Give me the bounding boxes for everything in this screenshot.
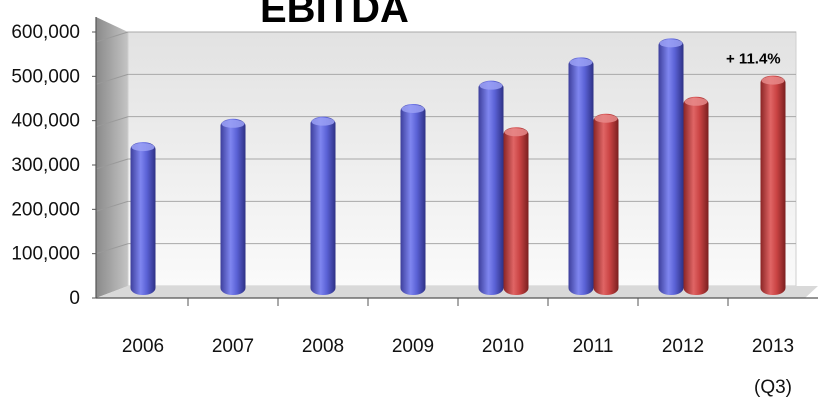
bar-series-2-2012 [683,96,709,296]
side-wall [96,17,128,298]
y-tick-label: 400,000 [11,111,80,132]
x-tick-sublabel: (Q3) [754,377,792,398]
growth-annotation: + 11.4% [726,51,781,68]
bar-series-1-2007 [220,118,246,296]
x-tick-label: 2012 [662,336,704,357]
x-tick-label: 2013 [752,336,794,357]
y-tick-label: 0 [69,288,80,309]
y-tick-label: 300,000 [11,155,80,176]
y-tick-label: 100,000 [11,244,80,265]
bar-series-1-2009 [400,103,426,295]
bar-series-1-2011 [568,57,594,296]
y-tick-label: 200,000 [11,199,80,220]
bar-series-1-2012 [658,38,684,295]
bars-layer [130,38,786,296]
gridline-side [95,31,129,43]
bar-series-2-2010 [503,127,529,295]
bar-series-1-2010 [478,80,504,295]
bar-series-2-2013 [760,75,786,295]
x-tick-label: 2010 [482,336,524,357]
bar-series-1-2006 [130,142,156,295]
x-tick-label: 2008 [302,336,344,357]
gridline-side [95,200,129,212]
x-tick-label: 2007 [212,336,254,357]
x-tick-label: 2009 [392,336,434,357]
gridline-side [95,243,129,255]
y-tick-labels: 0 100,000 200,000 300,000 400,000 500,000 600,… [11,22,96,309]
x-tick-label: 2006 [122,336,164,357]
x-tick-label: 2011 [573,336,614,357]
y-tick-label: 600,000 [11,22,80,43]
gridline-side [95,158,129,170]
gridline-side [95,73,129,85]
bar-series-2-2011 [593,113,619,295]
floor [96,286,818,298]
bar-series-1-2008 [310,116,336,296]
y-tick-label: 500,000 [11,66,80,87]
gridline-side [95,116,129,128]
x-tick-labels: 2006 2007 2008 2009 2010 2011 2012 2013 (Q3) [122,298,794,398]
chart-title: EBITDA [260,0,409,31]
